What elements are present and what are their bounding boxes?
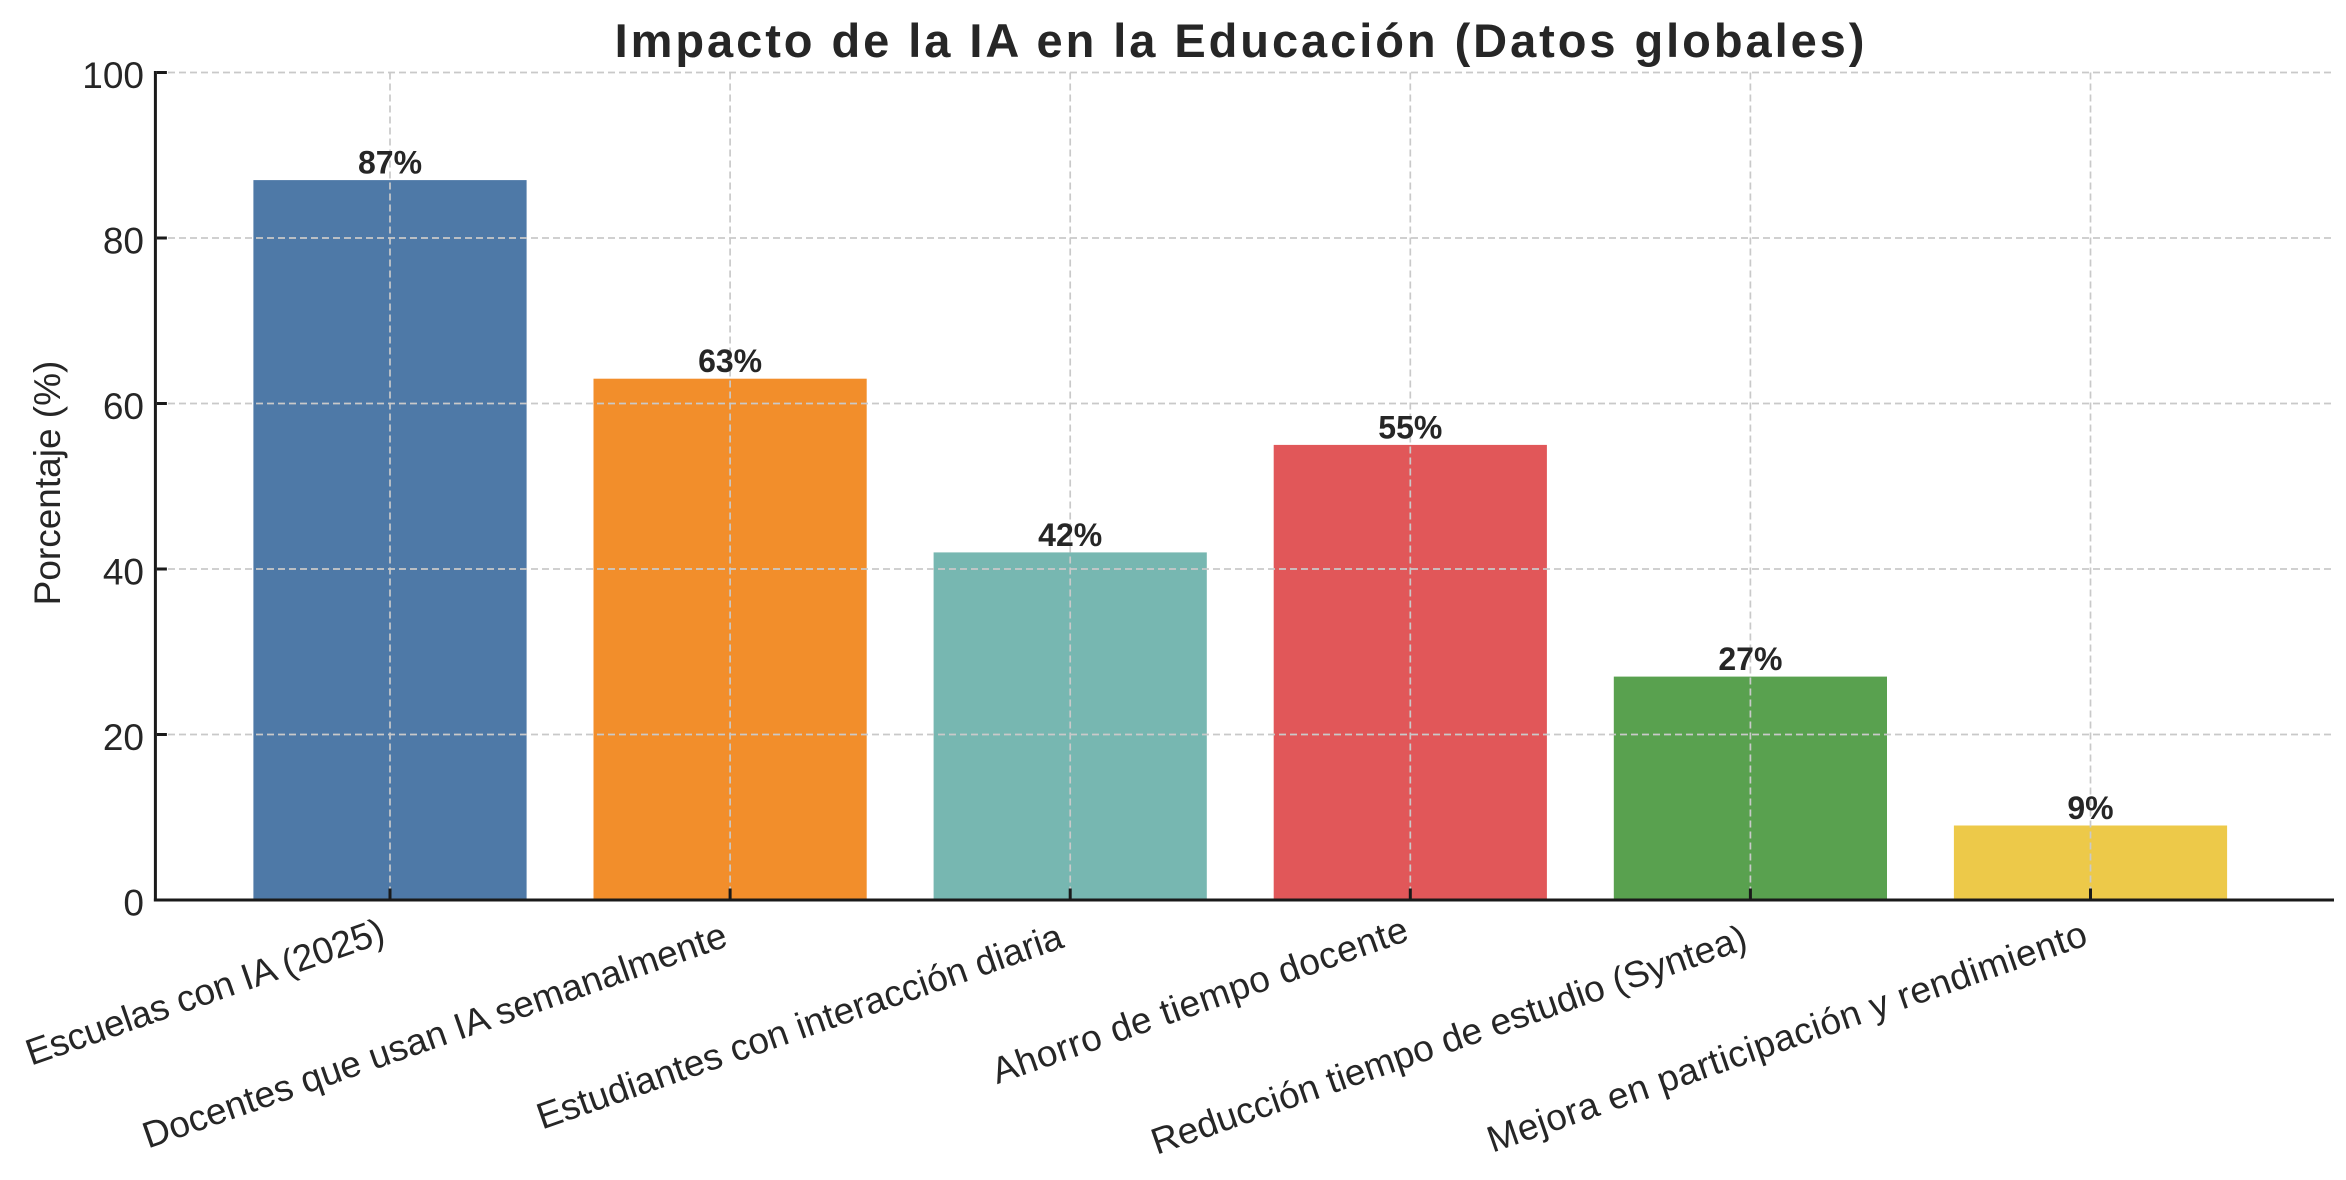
svg-text:63%: 63% <box>698 343 762 379</box>
svg-text:60: 60 <box>103 386 144 427</box>
svg-text:27%: 27% <box>1718 641 1782 677</box>
svg-text:9%: 9% <box>2067 790 2113 826</box>
svg-text:42%: 42% <box>1038 517 1102 553</box>
svg-text:100: 100 <box>82 55 144 96</box>
svg-text:87%: 87% <box>358 145 422 181</box>
svg-text:55%: 55% <box>1378 409 1442 445</box>
svg-text:Porcentaje (%): Porcentaje (%) <box>27 361 68 606</box>
svg-text:80: 80 <box>103 221 144 262</box>
svg-text:0: 0 <box>123 883 144 924</box>
svg-text:Impacto de la IA en la Educaci: Impacto de la IA en la Educación (Datos … <box>615 14 1868 67</box>
svg-text:40: 40 <box>103 552 144 593</box>
svg-text:20: 20 <box>103 717 144 758</box>
